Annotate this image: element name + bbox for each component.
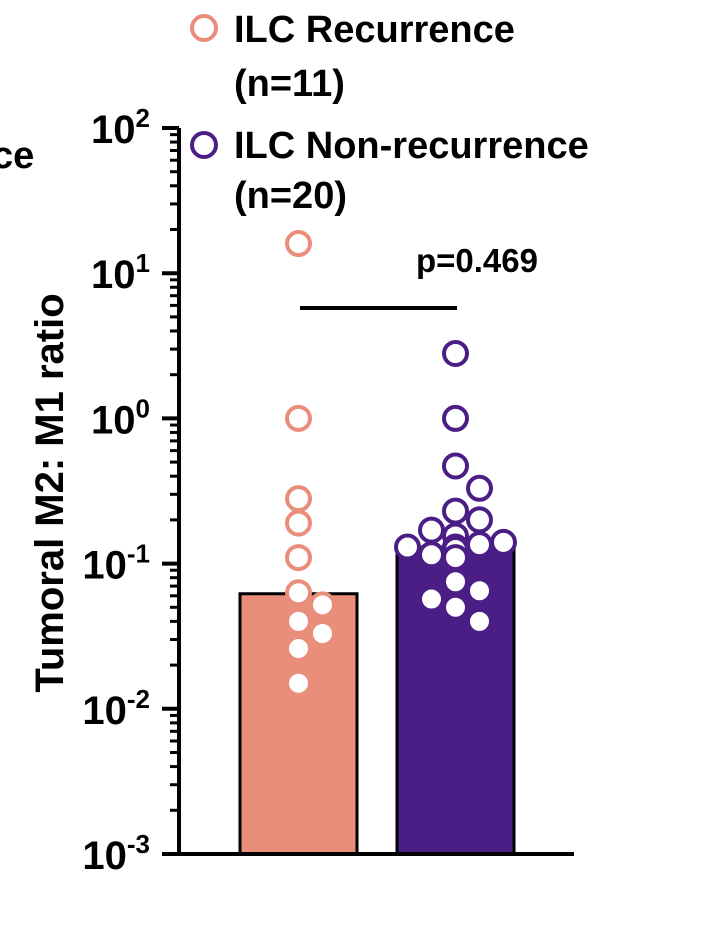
data-point — [285, 635, 312, 663]
legend-n-non-recurrence: (n=20) — [234, 175, 347, 217]
data-point — [442, 339, 469, 367]
data-point — [466, 506, 493, 534]
data-point — [285, 404, 312, 432]
data-point — [285, 509, 312, 537]
y-axis-ticks — [162, 126, 179, 856]
y-tick-label: 100 — [91, 393, 150, 442]
data-point — [442, 593, 469, 621]
data-point — [285, 579, 312, 607]
legend: ILC Recurrence (n=11) ILC Non-recurrence… — [190, 9, 589, 217]
data-point — [309, 620, 336, 648]
legend-marker-non-recurrence — [190, 131, 218, 159]
y-tick-label: 102 — [91, 103, 150, 152]
data-point — [466, 531, 493, 559]
legend-label-non-recurrence: ILC Non-recurrence — [234, 125, 589, 167]
y-tick-label: 101 — [91, 248, 150, 297]
data-point — [466, 474, 493, 502]
data-point — [285, 544, 312, 572]
data-point — [394, 533, 421, 561]
data-point — [309, 591, 336, 619]
bars — [238, 545, 516, 856]
p-value-label: p=0.469 — [416, 242, 538, 279]
y-tick-label: 10-2 — [82, 684, 150, 733]
data-point — [442, 544, 469, 572]
data-point — [285, 230, 312, 258]
data-point — [442, 568, 469, 596]
y-tick-label: 10-3 — [82, 829, 150, 878]
data-point — [418, 541, 445, 569]
legend-marker-recurrence — [190, 14, 218, 42]
cut-off-label: ce — [0, 135, 34, 177]
data-point — [442, 404, 469, 432]
data-point — [285, 485, 312, 513]
y-tick-label: 10-1 — [82, 539, 150, 588]
data-point — [285, 607, 312, 635]
data-point — [466, 607, 493, 635]
legend-label-recurrence: ILC Recurrence — [234, 9, 515, 51]
data-point — [442, 497, 469, 525]
y-axis-tick-labels: 102 101 100 10-1 10-2 10-3 — [82, 103, 150, 878]
data-point — [490, 528, 517, 556]
data-point — [418, 585, 445, 613]
data-point — [418, 516, 445, 544]
data-point — [466, 577, 493, 605]
data-point — [285, 669, 312, 697]
legend-n-recurrence: (n=11) — [234, 63, 345, 105]
data-point — [442, 452, 469, 480]
y-axis-title: Tumoral M2: M1 ratio — [28, 293, 72, 692]
data-points — [285, 230, 517, 697]
